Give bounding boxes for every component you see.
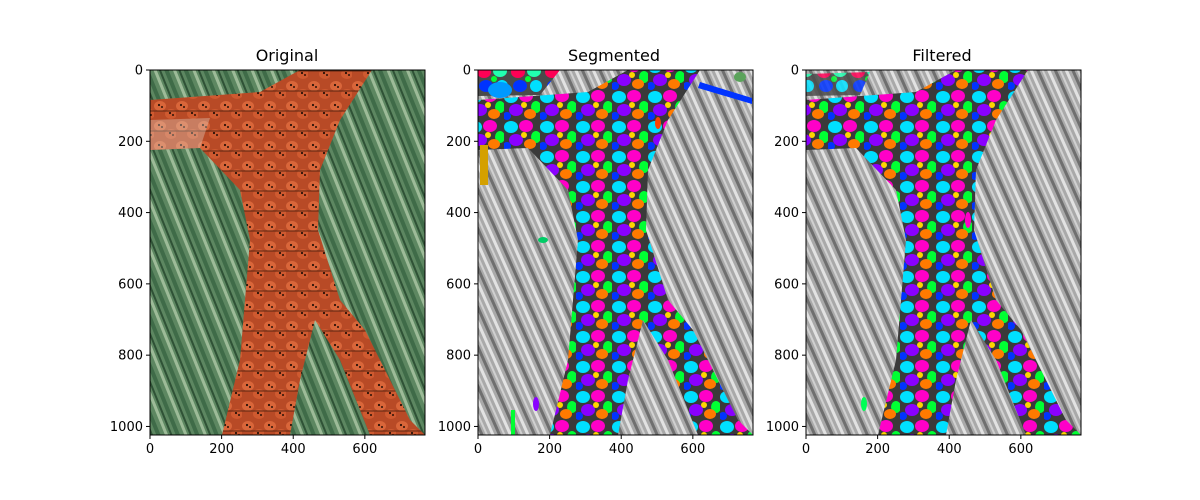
y-tick-label: 800	[774, 349, 799, 364]
x-tick-label: 400	[281, 442, 306, 457]
y-tick-label: 600	[774, 277, 799, 292]
y-tick-label: 800	[118, 349, 143, 364]
y-tick-label: 1000	[438, 420, 471, 435]
y-tick-label: 400	[774, 206, 799, 221]
x-tick-label: 400	[609, 442, 634, 457]
x-tick-label: 0	[146, 442, 154, 457]
x-tick-label: 600	[680, 442, 705, 457]
y-tick-label: 200	[774, 135, 799, 150]
panel-filtered: Filtered	[806, 46, 1081, 435]
x-tick-label: 600	[352, 442, 377, 457]
axes-filtered: 0 200 400 600 0 200 400 600 800 1000	[766, 64, 1082, 457]
y-tick-label: 600	[118, 277, 143, 292]
panel-image	[150, 70, 425, 435]
y-tick-label: 1000	[110, 420, 143, 435]
axes-original: 0 200 400 600 0 200 400 600 800 1000	[110, 64, 426, 457]
panel-title: Segmented	[568, 46, 660, 65]
x-tick-label: 0	[802, 442, 810, 457]
axes-frame	[149, 69, 426, 436]
x-tick-label: 200	[537, 442, 562, 457]
y-tick-label: 0	[135, 64, 143, 79]
y-tick-label: 400	[118, 206, 143, 221]
panel-image	[806, 70, 1081, 435]
y-tick-label: 0	[791, 64, 799, 79]
panel-original: Original	[150, 46, 425, 435]
axes-frame	[805, 69, 1082, 436]
panel-image	[478, 70, 753, 435]
y-tick-label: 1000	[766, 420, 799, 435]
panel-title: Filtered	[912, 46, 971, 65]
y-tick-label: 0	[463, 64, 471, 79]
y-tick-label: 600	[446, 277, 471, 292]
x-tick-label: 200	[209, 442, 234, 457]
axes-segmented: 0 200 400 600 0 200 400 600 800 1000	[438, 64, 754, 457]
x-tick-label: 400	[937, 442, 962, 457]
panel-segmented: Segmented	[478, 46, 753, 435]
x-tick-label: 600	[1008, 442, 1033, 457]
x-tick-label: 0	[474, 442, 482, 457]
axes-frame	[477, 69, 754, 436]
x-tick-label: 200	[865, 442, 890, 457]
panel-title: Original	[256, 46, 319, 65]
y-tick-label: 200	[118, 135, 143, 150]
y-tick-label: 800	[446, 349, 471, 364]
y-tick-label: 200	[446, 135, 471, 150]
y-tick-label: 400	[446, 206, 471, 221]
